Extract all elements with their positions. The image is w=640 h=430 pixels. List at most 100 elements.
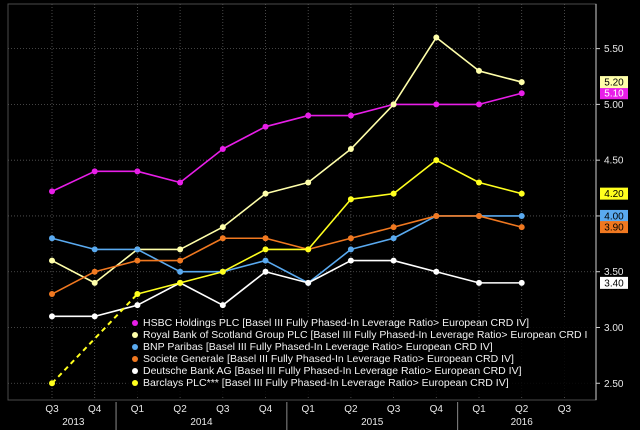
legend-swatch	[132, 380, 138, 386]
legend-entry: BNP Paribas [Basel III Fully Phased-In L…	[143, 341, 493, 353]
end-label-box	[600, 221, 628, 234]
data-point	[518, 90, 525, 97]
series-line	[51, 36, 522, 284]
legend-swatch	[132, 368, 138, 374]
data-point	[347, 257, 354, 264]
data-point	[134, 291, 141, 298]
x-tick-label: Q3	[216, 404, 230, 415]
data-point	[262, 235, 269, 242]
data-point	[347, 246, 354, 253]
data-point	[219, 224, 226, 231]
series-line	[51, 215, 522, 295]
data-point	[433, 212, 440, 219]
end-label-box	[600, 187, 628, 200]
data-point	[305, 246, 312, 253]
data-point	[305, 179, 312, 186]
legend-swatch	[132, 320, 138, 326]
data-point	[390, 235, 397, 242]
x-tick-label: Q3	[387, 404, 401, 415]
data-point	[476, 101, 482, 108]
end-label: 3.40	[600, 276, 628, 289]
end-label-box	[600, 209, 628, 222]
data-point	[347, 112, 354, 119]
end-label-box	[600, 76, 628, 89]
data-point	[177, 179, 184, 186]
legend-swatch	[132, 356, 138, 362]
end-label: 5.20	[600, 76, 628, 89]
data-point	[433, 34, 440, 41]
data-point	[134, 302, 141, 309]
data-point	[262, 123, 269, 130]
data-point	[262, 268, 269, 275]
axes: 2.50 3.00 3.50 4.00 4.50 5.00 5.50 Q3 Q4 Q1 Q2 Q3 Q4…	[45, 4, 624, 430]
x-tick-label: Q3	[45, 404, 59, 415]
x-tick-label: Q3	[558, 404, 572, 415]
data-point	[262, 257, 269, 264]
data-point	[518, 212, 525, 219]
x-tick-label: Q2	[344, 404, 358, 415]
year-label: 2013	[62, 417, 85, 428]
legend-entry: Deutsche Bank AG [Basel III Fully Phased…	[143, 365, 522, 377]
data-point	[518, 224, 525, 231]
series-3	[49, 212, 525, 298]
data-point	[91, 279, 98, 286]
series-line	[51, 92, 522, 193]
data-point	[262, 246, 269, 253]
x-tick-label: Q4	[430, 404, 444, 415]
y-tick-label: 3.00	[604, 323, 624, 334]
legend-entry: Barclays PLC*** [Basel III Fully Phased-…	[143, 377, 509, 389]
data-point	[134, 246, 141, 253]
end-label-box	[600, 276, 628, 289]
data-point	[433, 101, 440, 108]
data-point	[49, 257, 55, 264]
end-label-text: 5.10	[604, 89, 624, 100]
data-point	[518, 79, 525, 86]
data-point	[177, 257, 184, 264]
data-point	[347, 235, 354, 242]
end-label-text: 5.20	[604, 78, 624, 89]
data-point	[177, 279, 184, 286]
data-point	[219, 146, 226, 153]
data-point	[390, 257, 397, 264]
data-point	[49, 291, 55, 298]
data-point	[390, 101, 397, 108]
end-label: 4.20	[600, 187, 628, 200]
legend-entry: HSBC Holdings PLC [Basel III Fully Phase…	[143, 317, 529, 329]
y-tick-label: 2.50	[604, 379, 624, 390]
data-point	[305, 112, 312, 119]
x-tick-label: Q1	[131, 404, 145, 415]
x-tick-label: Q4	[88, 404, 102, 415]
year-label: 2015	[361, 417, 384, 428]
data-point	[390, 224, 397, 231]
end-labels: 5.105.20 4.003.90 3.40 4.20	[600, 76, 628, 289]
x-tick-label: Q2	[173, 404, 187, 415]
data-point	[219, 302, 226, 309]
x-tick-label: Q2	[515, 404, 529, 415]
data-point	[49, 188, 55, 195]
end-label-text: 3.40	[604, 278, 624, 289]
data-point	[390, 190, 397, 197]
series-dashed-segment	[51, 293, 139, 384]
end-label-text: 4.20	[604, 189, 624, 200]
legend-swatch	[132, 332, 138, 338]
end-label-text: 3.90	[604, 223, 624, 234]
data-point	[518, 190, 525, 197]
data-point	[91, 246, 98, 253]
data-point	[219, 235, 226, 242]
end-label-text: 4.00	[604, 211, 624, 222]
data-point	[134, 168, 141, 175]
series-5	[49, 157, 525, 387]
end-label: 4.00	[600, 209, 628, 222]
y-tick-label: 4.50	[604, 156, 624, 167]
year-label: 2016	[511, 417, 534, 428]
data-point	[347, 146, 354, 153]
data-point	[91, 268, 98, 275]
data-point	[476, 67, 482, 74]
data-point	[476, 179, 482, 186]
data-point	[518, 279, 525, 286]
series-line	[52, 259, 522, 318]
data-point	[347, 196, 354, 203]
data-point	[433, 268, 440, 275]
data-point	[91, 168, 98, 175]
